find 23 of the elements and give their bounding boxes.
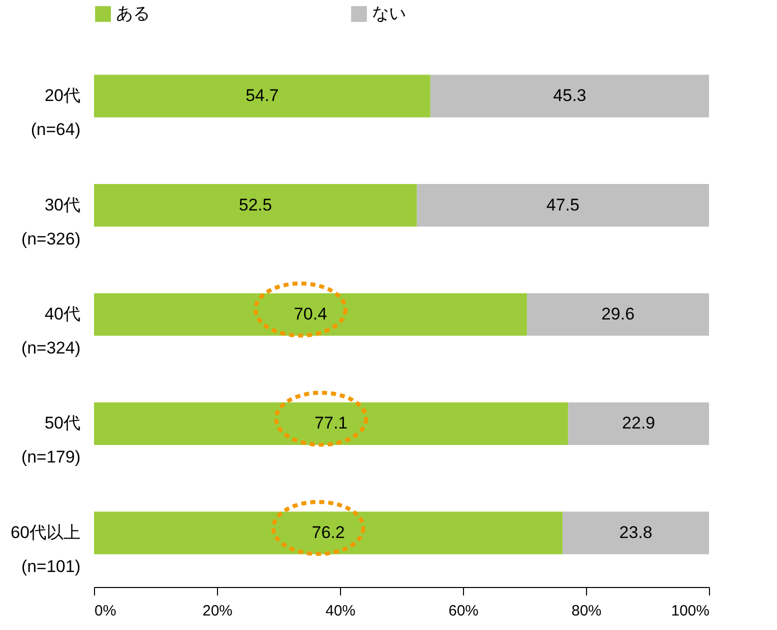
data-label: 76.2 xyxy=(312,522,345,542)
y-tick-label: 20代 (n=64) xyxy=(30,86,80,140)
y-tick-label: 40代 (n=324) xyxy=(21,304,80,358)
data-label: 70.4 xyxy=(294,304,328,324)
data-label: 54.7 xyxy=(246,86,279,106)
y-tick-label: 60代以上 (n=101) xyxy=(10,522,80,576)
legend-label: ある xyxy=(116,4,150,23)
legend-label: ない xyxy=(372,4,406,23)
data-label: 29.6 xyxy=(601,304,635,324)
y-tick-label: 30代 (n=326) xyxy=(21,195,80,248)
data-label: 23.8 xyxy=(619,522,652,542)
data-label: 77.1 xyxy=(314,414,348,433)
x-tick-label: 100% xyxy=(671,602,710,620)
x-tick-label: 40% xyxy=(325,602,356,620)
x-tick-label: 20% xyxy=(202,602,233,620)
data-label: 22.9 xyxy=(622,414,656,433)
data-label: 47.5 xyxy=(546,195,580,214)
data-label: 52.5 xyxy=(238,195,272,214)
x-tick-label: 60% xyxy=(448,602,479,620)
x-tick-label: 80% xyxy=(571,602,602,620)
data-label: 45.3 xyxy=(553,86,586,106)
x-tick-label: 0% xyxy=(94,602,116,620)
y-tick-label: 50代 (n=179) xyxy=(21,414,80,467)
